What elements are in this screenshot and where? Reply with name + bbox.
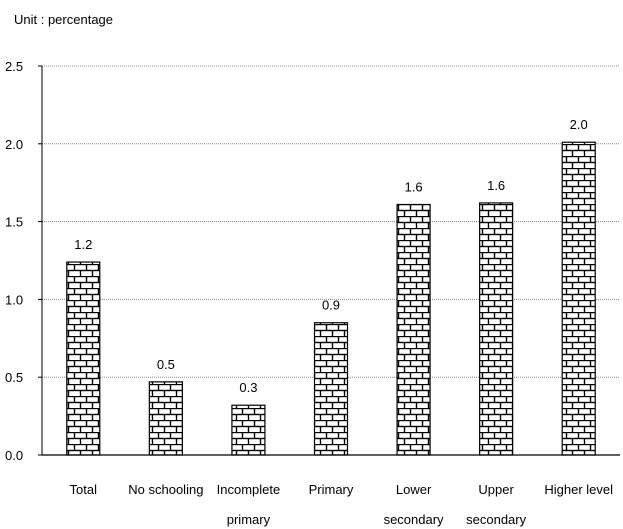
x-tick-label: Upper	[478, 482, 514, 497]
x-tick-label: No schooling	[128, 482, 203, 497]
bar	[66, 261, 101, 456]
x-tick-label: Total	[70, 482, 98, 497]
bar	[231, 404, 266, 456]
data-label: 1.6	[487, 178, 505, 193]
data-label: 0.5	[157, 357, 175, 372]
bar	[396, 203, 431, 456]
unit-label: Unit : percentage	[14, 12, 114, 27]
data-label: 1.6	[405, 179, 423, 194]
x-tick-label: Incomplete	[217, 482, 281, 497]
data-label: 2.0	[570, 117, 588, 132]
x-tick-label: secondary	[384, 512, 444, 527]
bar	[148, 381, 183, 456]
y-tick-label: 0.0	[5, 448, 23, 463]
data-label: 1.2	[74, 237, 92, 252]
x-tick-label: Lower	[396, 482, 432, 497]
x-tick-label: secondary	[466, 512, 526, 527]
x-tick-label: Primary	[309, 482, 354, 497]
y-tick-label: 1.5	[5, 215, 23, 230]
data-label: 0.3	[239, 380, 257, 395]
y-tick-label: 2.0	[5, 137, 23, 152]
x-tick-label: Higher level	[544, 482, 613, 497]
y-tick-label: 0.5	[5, 370, 23, 385]
y-tick-label: 2.5	[5, 59, 23, 74]
data-label: 0.9	[322, 298, 340, 313]
bar	[313, 322, 349, 456]
bar	[479, 202, 514, 456]
y-tick-label: 1.0	[5, 292, 23, 307]
bar	[561, 141, 596, 456]
x-tick-label: primary	[227, 512, 271, 527]
